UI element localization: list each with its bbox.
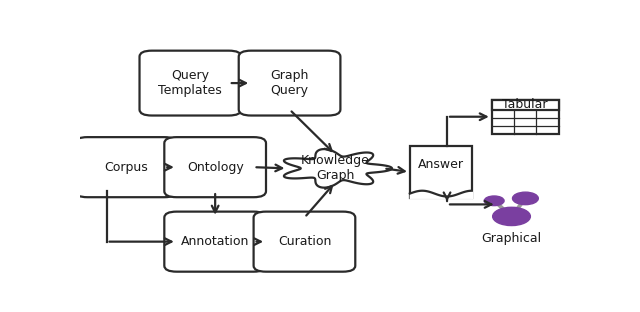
Bar (492, 100, 559, 134)
Text: Tabular: Tabular (502, 99, 548, 111)
Text: Graphical: Graphical (481, 232, 541, 245)
FancyBboxPatch shape (75, 137, 177, 197)
FancyBboxPatch shape (164, 212, 266, 272)
Text: Graph
Query: Graph Query (270, 69, 308, 97)
FancyBboxPatch shape (239, 51, 340, 115)
Circle shape (484, 196, 504, 206)
Text: Query
Templates: Query Templates (159, 69, 222, 97)
Circle shape (513, 192, 538, 205)
FancyBboxPatch shape (140, 51, 241, 115)
Polygon shape (284, 149, 392, 188)
Text: Knowledge
Graph: Knowledge Graph (301, 154, 370, 183)
FancyBboxPatch shape (253, 212, 355, 272)
Text: Annotation: Annotation (181, 235, 250, 248)
Text: Answer: Answer (418, 158, 464, 171)
Bar (410, 145, 472, 198)
Bar (492, 100, 559, 110)
FancyBboxPatch shape (164, 137, 266, 197)
Text: Corpus: Corpus (104, 161, 148, 174)
Text: Curation: Curation (278, 235, 331, 248)
Text: Ontology: Ontology (187, 161, 244, 174)
Circle shape (493, 207, 531, 226)
